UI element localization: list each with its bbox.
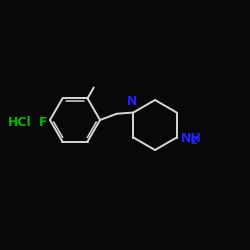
Text: NH: NH <box>180 132 201 145</box>
Text: F: F <box>38 116 47 129</box>
Text: HCl: HCl <box>8 116 31 129</box>
Text: N: N <box>127 96 137 108</box>
Text: 2: 2 <box>190 136 197 145</box>
